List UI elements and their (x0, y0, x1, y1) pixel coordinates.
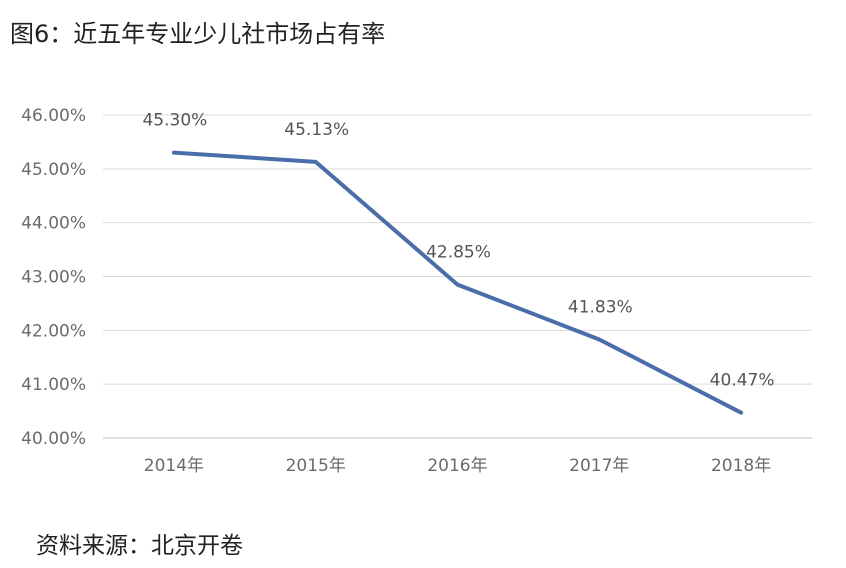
source-note: 资料来源：北京开卷 (36, 533, 243, 559)
chart-title: 图6：近五年专业少儿社市场占有率 (10, 20, 386, 48)
series-line (171, 150, 744, 415)
x-tick-label: 2014年 (144, 456, 204, 476)
y-tick-label: 46.00% (21, 106, 86, 126)
data-label: 42.85% (426, 243, 491, 263)
data-labels: 45.30% 45.13% 42.85% 41.83% 40.47% (142, 111, 774, 391)
y-tick-label: 41.00% (21, 375, 86, 395)
y-tick-label: 43.00% (21, 268, 86, 288)
data-label: 41.83% (568, 297, 633, 317)
y-tick-label: 45.00% (21, 160, 86, 180)
x-tick-label: 2018年 (711, 456, 771, 476)
y-tick-label: 42.00% (21, 321, 86, 341)
x-axis-ticks: 2014年 2015年 2016年 2017年 2018年 (144, 456, 771, 476)
grid-lines (103, 114, 812, 439)
x-tick-label: 2016年 (427, 456, 487, 476)
series-group (171, 150, 744, 415)
y-tick-label: 44.00% (21, 214, 86, 234)
data-label: 45.30% (142, 111, 207, 131)
x-tick-label: 2017年 (569, 456, 629, 476)
data-label: 40.47% (710, 371, 775, 391)
y-axis-ticks: 40.00% 41.00% 42.00% 43.00% 44.00% 45.00% 46.0… (21, 106, 86, 449)
x-tick-label: 2015年 (286, 456, 346, 476)
data-label: 45.13% (284, 120, 349, 140)
y-tick-label: 40.00% (21, 429, 86, 449)
